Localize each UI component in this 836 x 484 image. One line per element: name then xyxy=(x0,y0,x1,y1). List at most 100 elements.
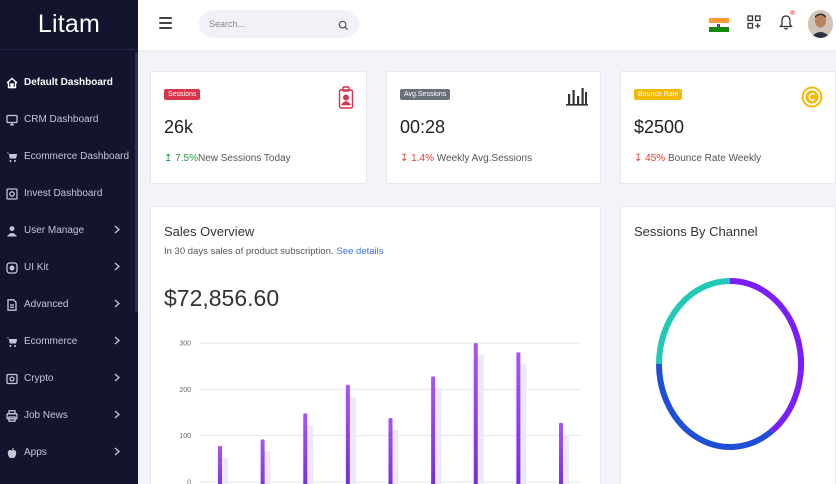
bar[interactable] xyxy=(260,439,265,484)
card-title: Sessions By Channel xyxy=(634,224,758,239)
sidebar-item-label: Job News xyxy=(24,410,68,421)
sidebar: Litam Default Dashboard CRM Dashboard Ecom… xyxy=(0,0,138,484)
printer-icon xyxy=(5,409,18,422)
y-tick-label: 100 xyxy=(179,433,191,440)
sessions-donut-chart xyxy=(656,278,804,450)
bar[interactable] xyxy=(431,376,436,484)
bar[interactable] xyxy=(473,343,478,484)
invest-icon xyxy=(5,187,18,200)
document-icon xyxy=(5,298,18,311)
stat-footer: ↧ 1.4% Weekly Avg.Sessions xyxy=(400,153,532,164)
stat-badge: Bounce Rate xyxy=(634,89,683,100)
chevron-right-icon xyxy=(114,410,120,422)
card-subtitle: In 30 days sales of product subscription… xyxy=(164,246,384,257)
apple-icon xyxy=(5,446,18,459)
stat-badge: Avg.Sessions xyxy=(400,89,451,100)
stat-caption: Weekly Avg.Sessions xyxy=(436,153,532,164)
sidebar-item-job-news[interactable]: Job News xyxy=(0,397,138,434)
cart-icon xyxy=(5,150,18,163)
sales-amount: $72,856.60 xyxy=(164,285,280,311)
brand-logo[interactable]: Litam xyxy=(0,0,138,50)
stat-card-avg-sessions: Avg.Sessions 00:28 ↧ 1.4% Weekly Avg.Ses… xyxy=(386,71,601,184)
chevron-right-icon xyxy=(114,262,120,274)
bar[interactable] xyxy=(559,422,563,484)
bar[interactable] xyxy=(303,413,308,484)
search-input[interactable] xyxy=(209,19,329,29)
sidebar-item-label: Advanced xyxy=(24,299,69,310)
sidebar-item-label: Default Dashboard xyxy=(24,77,113,88)
sidebar-item-default-dashboard[interactable]: Default Dashboard xyxy=(0,64,138,101)
chevron-right-icon xyxy=(114,336,120,348)
stat-value: 00:28 xyxy=(400,117,446,137)
sidebar-item-label: User Manage xyxy=(24,225,85,236)
user-avatar[interactable] xyxy=(808,10,833,38)
stat-change: 45% xyxy=(645,153,666,164)
uikit-icon xyxy=(5,261,18,274)
india-flag-icon[interactable] xyxy=(709,18,729,32)
donut-slice[interactable] xyxy=(656,278,731,365)
bar-shadow xyxy=(562,434,569,484)
stat-caption: New Sessions Today xyxy=(197,153,291,164)
cart-icon xyxy=(5,335,18,348)
subtitle-text: In 30 days sales of product subscription… xyxy=(164,246,334,257)
y-tick-label: 0 xyxy=(187,480,191,484)
bar-chart-icon xyxy=(566,86,588,111)
stat-card-bounce-rate: Bounce Rate $2500 ↧ 45% Bounce Rate Week… xyxy=(620,71,836,184)
stat-value: $2500 xyxy=(634,117,685,137)
home-icon xyxy=(5,76,18,89)
bar[interactable] xyxy=(345,384,350,484)
stat-footer: ↧ 45% Bounce Rate Weekly xyxy=(634,153,762,164)
sidebar-item-crypto[interactable]: Crypto xyxy=(0,360,138,397)
sales-overview-card: Sales Overview In 30 days sales of produ… xyxy=(150,206,601,484)
sidebar-item-ecommerce-dashboard[interactable]: Ecommerce Dashboard xyxy=(0,138,138,175)
user-icon xyxy=(5,224,18,237)
bar-shadow xyxy=(434,388,442,484)
bar[interactable] xyxy=(218,445,222,484)
sidebar-item-apps[interactable]: Apps xyxy=(0,434,138,471)
chevron-right-icon xyxy=(114,373,120,385)
bar-shadow xyxy=(391,430,399,484)
sidebar-item-advanced[interactable]: Advanced xyxy=(0,286,138,323)
stat-card-sessions: Sessions 26k ↥ 7.5%New Sessions Today xyxy=(150,71,367,184)
stat-change: 1.4% xyxy=(411,153,434,164)
bar-shadow xyxy=(519,364,527,484)
apps-grid-icon[interactable] xyxy=(747,15,761,34)
stat-caption: Bounce Rate Weekly xyxy=(667,153,762,164)
sessions-by-channel-card: Sessions By Channel xyxy=(620,206,836,484)
crypto-icon xyxy=(5,372,18,385)
sidebar-item-label: Ecommerce Dashboard xyxy=(24,151,130,162)
sidebar-menu: Default Dashboard CRM Dashboard Ecommerce … xyxy=(0,64,138,471)
sidebar-item-ecommerce[interactable]: Ecommerce xyxy=(0,323,138,360)
sidebar-item-label: Ecommerce xyxy=(24,336,78,347)
stat-change: 7.5% xyxy=(175,153,198,164)
sidebar-item-user-manage[interactable]: User Manage xyxy=(0,212,138,249)
search-box xyxy=(199,10,359,38)
bar[interactable] xyxy=(388,418,393,484)
sidebar-item-ui-kit[interactable]: UI Kit xyxy=(0,249,138,286)
notification-dot xyxy=(790,10,795,15)
sales-bar-chart: 0 100 200 300 xyxy=(179,341,581,484)
donut-slice[interactable] xyxy=(656,363,774,450)
monitor-icon xyxy=(5,113,18,126)
sidebar-item-invest-dashboard[interactable]: Invest Dashboard xyxy=(0,175,138,212)
bar-shadow xyxy=(306,425,314,484)
y-tick-label: 200 xyxy=(179,387,191,394)
bar-shadow xyxy=(221,457,228,484)
chevron-right-icon xyxy=(114,225,120,237)
bar-shadow xyxy=(263,451,271,484)
search-icon[interactable] xyxy=(338,18,349,36)
coin-icon xyxy=(801,86,823,113)
notification-bell-icon[interactable] xyxy=(779,14,793,36)
donut-slice[interactable] xyxy=(729,278,804,434)
card-title: Sales Overview xyxy=(164,224,255,239)
menu-toggle-icon[interactable] xyxy=(159,17,172,29)
sidebar-scrollbar[interactable] xyxy=(135,52,138,312)
chevron-right-icon xyxy=(114,447,120,459)
sidebar-item-crm-dashboard[interactable]: CRM Dashboard xyxy=(0,101,138,138)
bar[interactable] xyxy=(516,352,521,484)
see-details-link[interactable]: See details xyxy=(336,246,384,257)
stat-value: 26k xyxy=(164,117,194,137)
chevron-right-icon xyxy=(114,299,120,311)
bar-shadow xyxy=(476,355,484,484)
sidebar-item-label: Apps xyxy=(24,447,47,458)
